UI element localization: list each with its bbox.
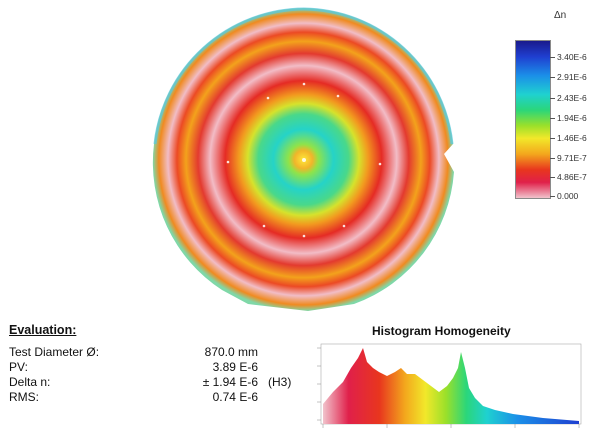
eval-value-rms: 0.74 E-6 xyxy=(212,390,258,404)
legend-tick-mark xyxy=(550,158,555,159)
eval-value-delta-n: ± 1.94 E-6 xyxy=(202,375,258,389)
homogeneity-map xyxy=(152,7,454,311)
legend-tick-label: 2.91E-6 xyxy=(557,72,587,82)
map-points xyxy=(226,82,382,238)
histogram-title: Histogram Homogeneity xyxy=(372,324,511,338)
legend-tick-mark xyxy=(550,196,555,197)
legend-tick-label: 9.71E-7 xyxy=(557,153,587,163)
legend-tick-mark xyxy=(550,57,555,58)
legend-tick-label: 1.94E-6 xyxy=(557,113,587,123)
evaluation-title: Evaluation: xyxy=(9,323,77,337)
eval-delta-n-suffix: (H3) xyxy=(268,375,292,389)
eval-label-pv: PV: xyxy=(9,360,28,374)
eval-label-diameter: Test Diameter Ø: xyxy=(9,345,100,359)
legend-tick-mark xyxy=(550,138,555,139)
legend-tick-label: 2.43E-6 xyxy=(557,93,587,103)
colorbar xyxy=(515,40,551,199)
legend-tick-label: 0.000 xyxy=(557,191,579,201)
eval-value-diameter: 870.0 mm xyxy=(204,345,258,359)
eval-label-delta-n: Delta n: xyxy=(9,375,51,389)
histogram-plot xyxy=(317,343,582,428)
legend-tick-label: 4.86E-7 xyxy=(557,172,587,182)
histogram-area xyxy=(323,348,579,424)
histogram-y-ticks xyxy=(317,347,321,421)
legend-tick-mark xyxy=(550,98,555,99)
legend-tick-mark xyxy=(550,77,555,78)
legend-tick-label: 3.40E-6 xyxy=(557,52,587,62)
map-rim xyxy=(153,7,454,145)
histogram-x-ticks xyxy=(322,424,580,428)
eval-label-rms: RMS: xyxy=(9,390,39,404)
legend-title: Δn xyxy=(554,10,567,21)
legend-tick-label: 1.46E-6 xyxy=(557,133,587,143)
legend-tick-mark xyxy=(550,118,555,119)
eval-value-pv: 3.89 E-6 xyxy=(212,360,258,374)
legend-tick-mark xyxy=(550,177,555,178)
